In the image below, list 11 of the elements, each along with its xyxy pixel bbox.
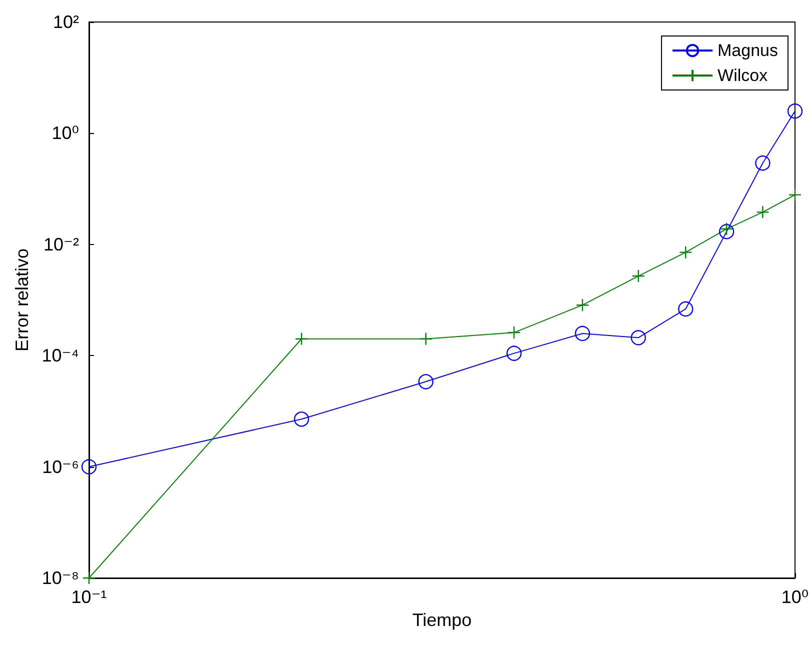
x-tick-label: 10⁻¹: [71, 587, 107, 607]
y-tick-label: 10²: [52, 12, 80, 32]
legend-label: Magnus: [718, 41, 778, 60]
legend-label: Wilcox: [718, 66, 768, 85]
y-tick-label: 10⁻⁶: [42, 456, 79, 477]
y-tick-label: 10⁻⁸: [42, 568, 79, 588]
y-tick-label: 10⁻⁴: [42, 346, 79, 366]
y-tick-label: 10⁰: [52, 123, 79, 144]
x-axis-title: Tiempo: [412, 610, 472, 630]
y-axis-title: Error relativo: [12, 248, 32, 352]
y-tick-label: 10⁻²: [43, 234, 79, 254]
